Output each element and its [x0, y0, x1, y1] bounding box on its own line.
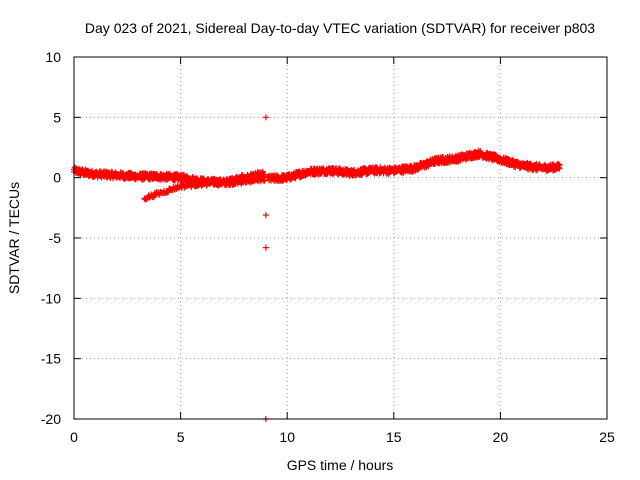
data-point: [555, 162, 562, 169]
data-point: [541, 162, 548, 169]
y-tick-label: 0: [53, 170, 61, 186]
x-tick-label: 15: [386, 429, 402, 445]
plot-frame: [73, 56, 608, 420]
grid-lines: [74, 57, 607, 419]
data-point: [196, 178, 203, 185]
chart-title: Day 023 of 2021, Sidereal Day-to-day VTE…: [85, 20, 595, 36]
x-tick-label: 20: [493, 429, 509, 445]
data-point: [292, 175, 299, 182]
x-tick-label: 0: [70, 429, 78, 445]
y-tick-label: -5: [49, 230, 62, 246]
y-tick-label: 10: [45, 49, 61, 65]
x-tick-label: 5: [177, 429, 185, 445]
y-axis-label: SDTVAR / TECUs: [6, 182, 22, 294]
outlier-point: [262, 244, 269, 251]
data-point: [164, 189, 171, 196]
x-tick-label: 10: [279, 429, 295, 445]
x-axis-label: GPS time / hours: [287, 457, 394, 473]
data-point: [225, 179, 232, 186]
x-tick-label: 25: [599, 429, 615, 445]
y-tick-label: -15: [41, 351, 61, 367]
data-point: [171, 177, 178, 184]
data-point: [190, 179, 197, 186]
data-point: [556, 161, 563, 168]
y-tick-label: -20: [41, 411, 61, 427]
outlier-point: [262, 212, 269, 219]
y-tick-label: -10: [41, 290, 61, 306]
y-tick-label: 5: [53, 109, 61, 125]
data-point: [283, 177, 290, 184]
outlier-point: [262, 114, 269, 121]
data-point: [260, 171, 267, 178]
axis-ticks: 0 5 10 15 20 25 -20 -15 -10 -5 0 5 10: [41, 49, 615, 445]
data-points: [71, 114, 563, 422]
